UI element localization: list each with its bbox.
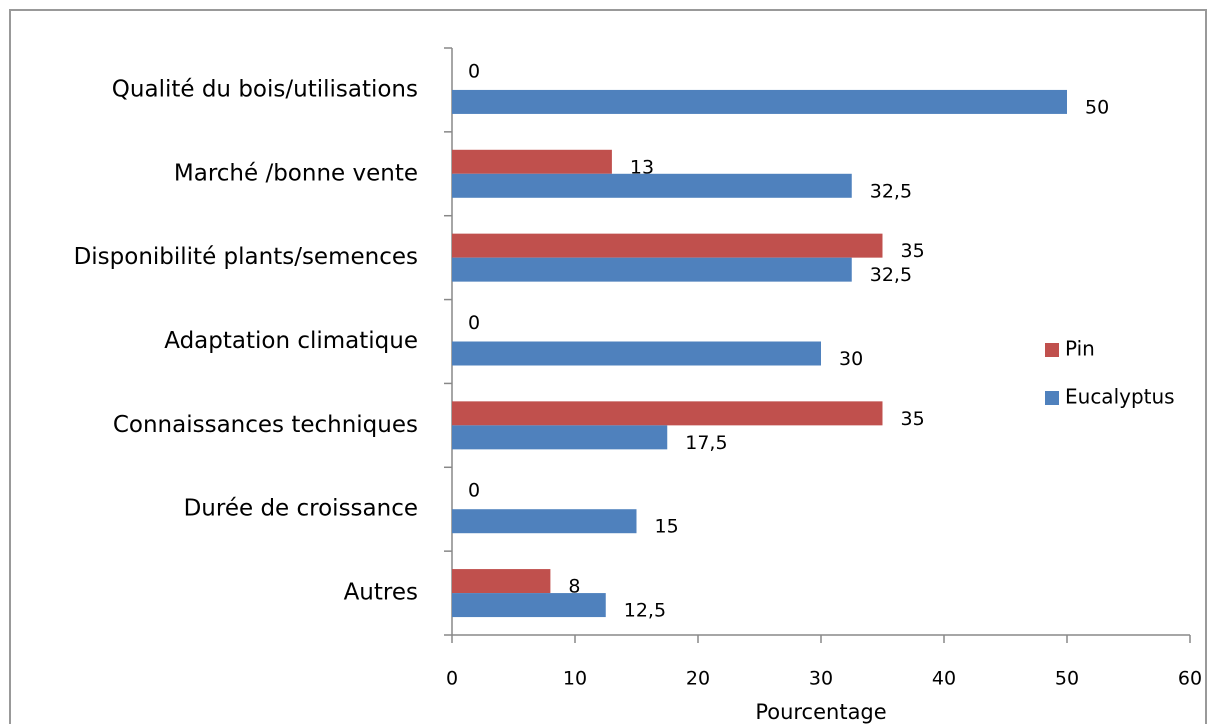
- data-label: 50: [1085, 96, 1109, 118]
- bar: [452, 149, 612, 174]
- bar: [452, 257, 852, 282]
- bar: [452, 509, 637, 534]
- category-label: Qualité du bois/utilisations: [112, 76, 418, 102]
- x-tick-label: 20: [686, 668, 710, 690]
- data-label: 17,5: [685, 432, 727, 454]
- data-label: 30: [839, 348, 863, 370]
- bar: [452, 341, 821, 366]
- category-label: Autres: [344, 580, 418, 606]
- x-axis-title: Pourcentage: [755, 700, 886, 724]
- data-label: 35: [901, 408, 925, 430]
- data-label: 0: [468, 60, 480, 82]
- data-label: 12,5: [624, 600, 666, 622]
- data-label: 32,5: [870, 264, 912, 286]
- legend-swatch: [1045, 343, 1059, 357]
- x-tick-label: 60: [1178, 668, 1202, 690]
- category-label: Disponibilité plants/semences: [74, 244, 418, 270]
- data-label: 0: [468, 312, 480, 334]
- bar: [452, 593, 606, 618]
- data-label: 15: [655, 516, 679, 538]
- legend-swatch: [1045, 391, 1059, 405]
- x-tick-label: 10: [563, 668, 587, 690]
- bar: [452, 89, 1067, 114]
- x-tick-label: 0: [446, 668, 458, 690]
- category-label: Connaissances techniques: [113, 412, 418, 438]
- category-label: Marché /bonne vente: [174, 160, 418, 186]
- bar: [452, 173, 852, 198]
- data-label: 8: [568, 576, 580, 598]
- chart-border: [9, 9, 1207, 724]
- bar: [452, 233, 883, 258]
- data-label: 35: [901, 240, 925, 262]
- category-label: Adaptation climatique: [164, 328, 418, 354]
- x-tick-label: 40: [932, 668, 956, 690]
- legend-label: Eucalyptus: [1065, 385, 1175, 409]
- legend-label: Pin: [1065, 337, 1095, 361]
- bar: [452, 425, 668, 450]
- bar: [452, 401, 883, 426]
- bar: [452, 569, 551, 594]
- category-label: Durée de croissance: [184, 496, 418, 522]
- x-tick-label: 50: [1055, 668, 1079, 690]
- data-label: 13: [630, 156, 654, 178]
- data-label: 32,5: [870, 180, 912, 202]
- data-label: 0: [468, 480, 480, 502]
- x-tick-label: 30: [809, 668, 833, 690]
